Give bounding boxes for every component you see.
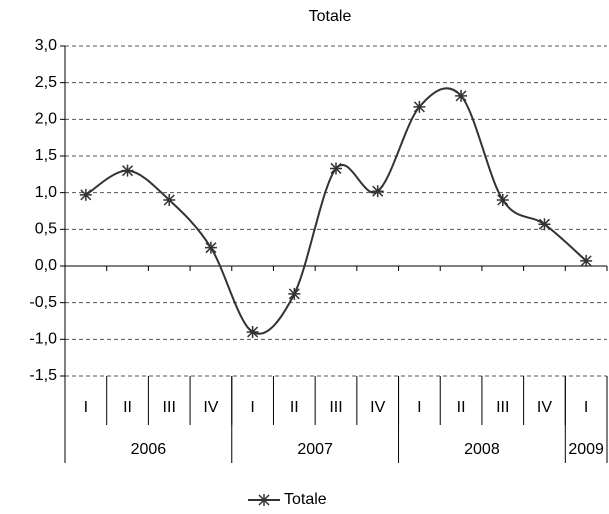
group-label: 2006: [131, 441, 167, 458]
data-point: [79, 188, 92, 201]
x-tick-label: III: [496, 399, 509, 416]
group-label: 2007: [297, 441, 333, 458]
data-point: [121, 164, 134, 177]
y-tick-label: 2,0: [35, 111, 57, 128]
group-label: 2008: [464, 441, 500, 458]
y-tick-label: 2,5: [35, 74, 57, 91]
data-line: [85, 87, 587, 335]
data-point: [288, 287, 301, 300]
y-tick-label: 0,0: [35, 257, 57, 274]
x-tick-label: IV: [370, 399, 385, 416]
data-point: [496, 194, 509, 206]
y-tick-label: 0,5: [35, 221, 57, 238]
y-tick-label: 1,5: [35, 147, 57, 164]
data-point: [163, 194, 176, 206]
y-tick-label: -0,5: [29, 294, 57, 311]
y-tick-label: -1,5: [29, 367, 57, 384]
x-tick-label: I: [250, 399, 254, 416]
legend-marker: [258, 494, 270, 506]
chart-title: Totale: [309, 8, 352, 25]
data-point: [455, 89, 468, 102]
data-point: [246, 326, 259, 338]
data-point: [580, 254, 593, 267]
legend-label: Totale: [284, 491, 327, 508]
data-point: [330, 162, 342, 175]
x-tick-label: III: [163, 399, 176, 416]
x-tick-label: II: [123, 399, 132, 416]
y-tick-label: 1,0: [35, 184, 57, 201]
x-tick-label: I: [84, 399, 88, 416]
group-label: 2009: [568, 441, 604, 458]
y-tick-label: 3,0: [35, 37, 57, 54]
y-tick-label: -1,0: [29, 331, 57, 348]
x-tick-label: IV: [203, 399, 218, 416]
data-point: [204, 241, 217, 254]
x-tick-label: II: [290, 399, 299, 416]
x-tick-label: II: [457, 399, 466, 416]
x-tick-label: IV: [537, 399, 552, 416]
data-point: [413, 100, 426, 113]
x-tick-label: I: [584, 399, 588, 416]
x-tick-label: III: [329, 399, 342, 416]
x-tick-label: I: [417, 399, 421, 416]
data-point: [371, 185, 384, 198]
data-point: [538, 218, 551, 231]
